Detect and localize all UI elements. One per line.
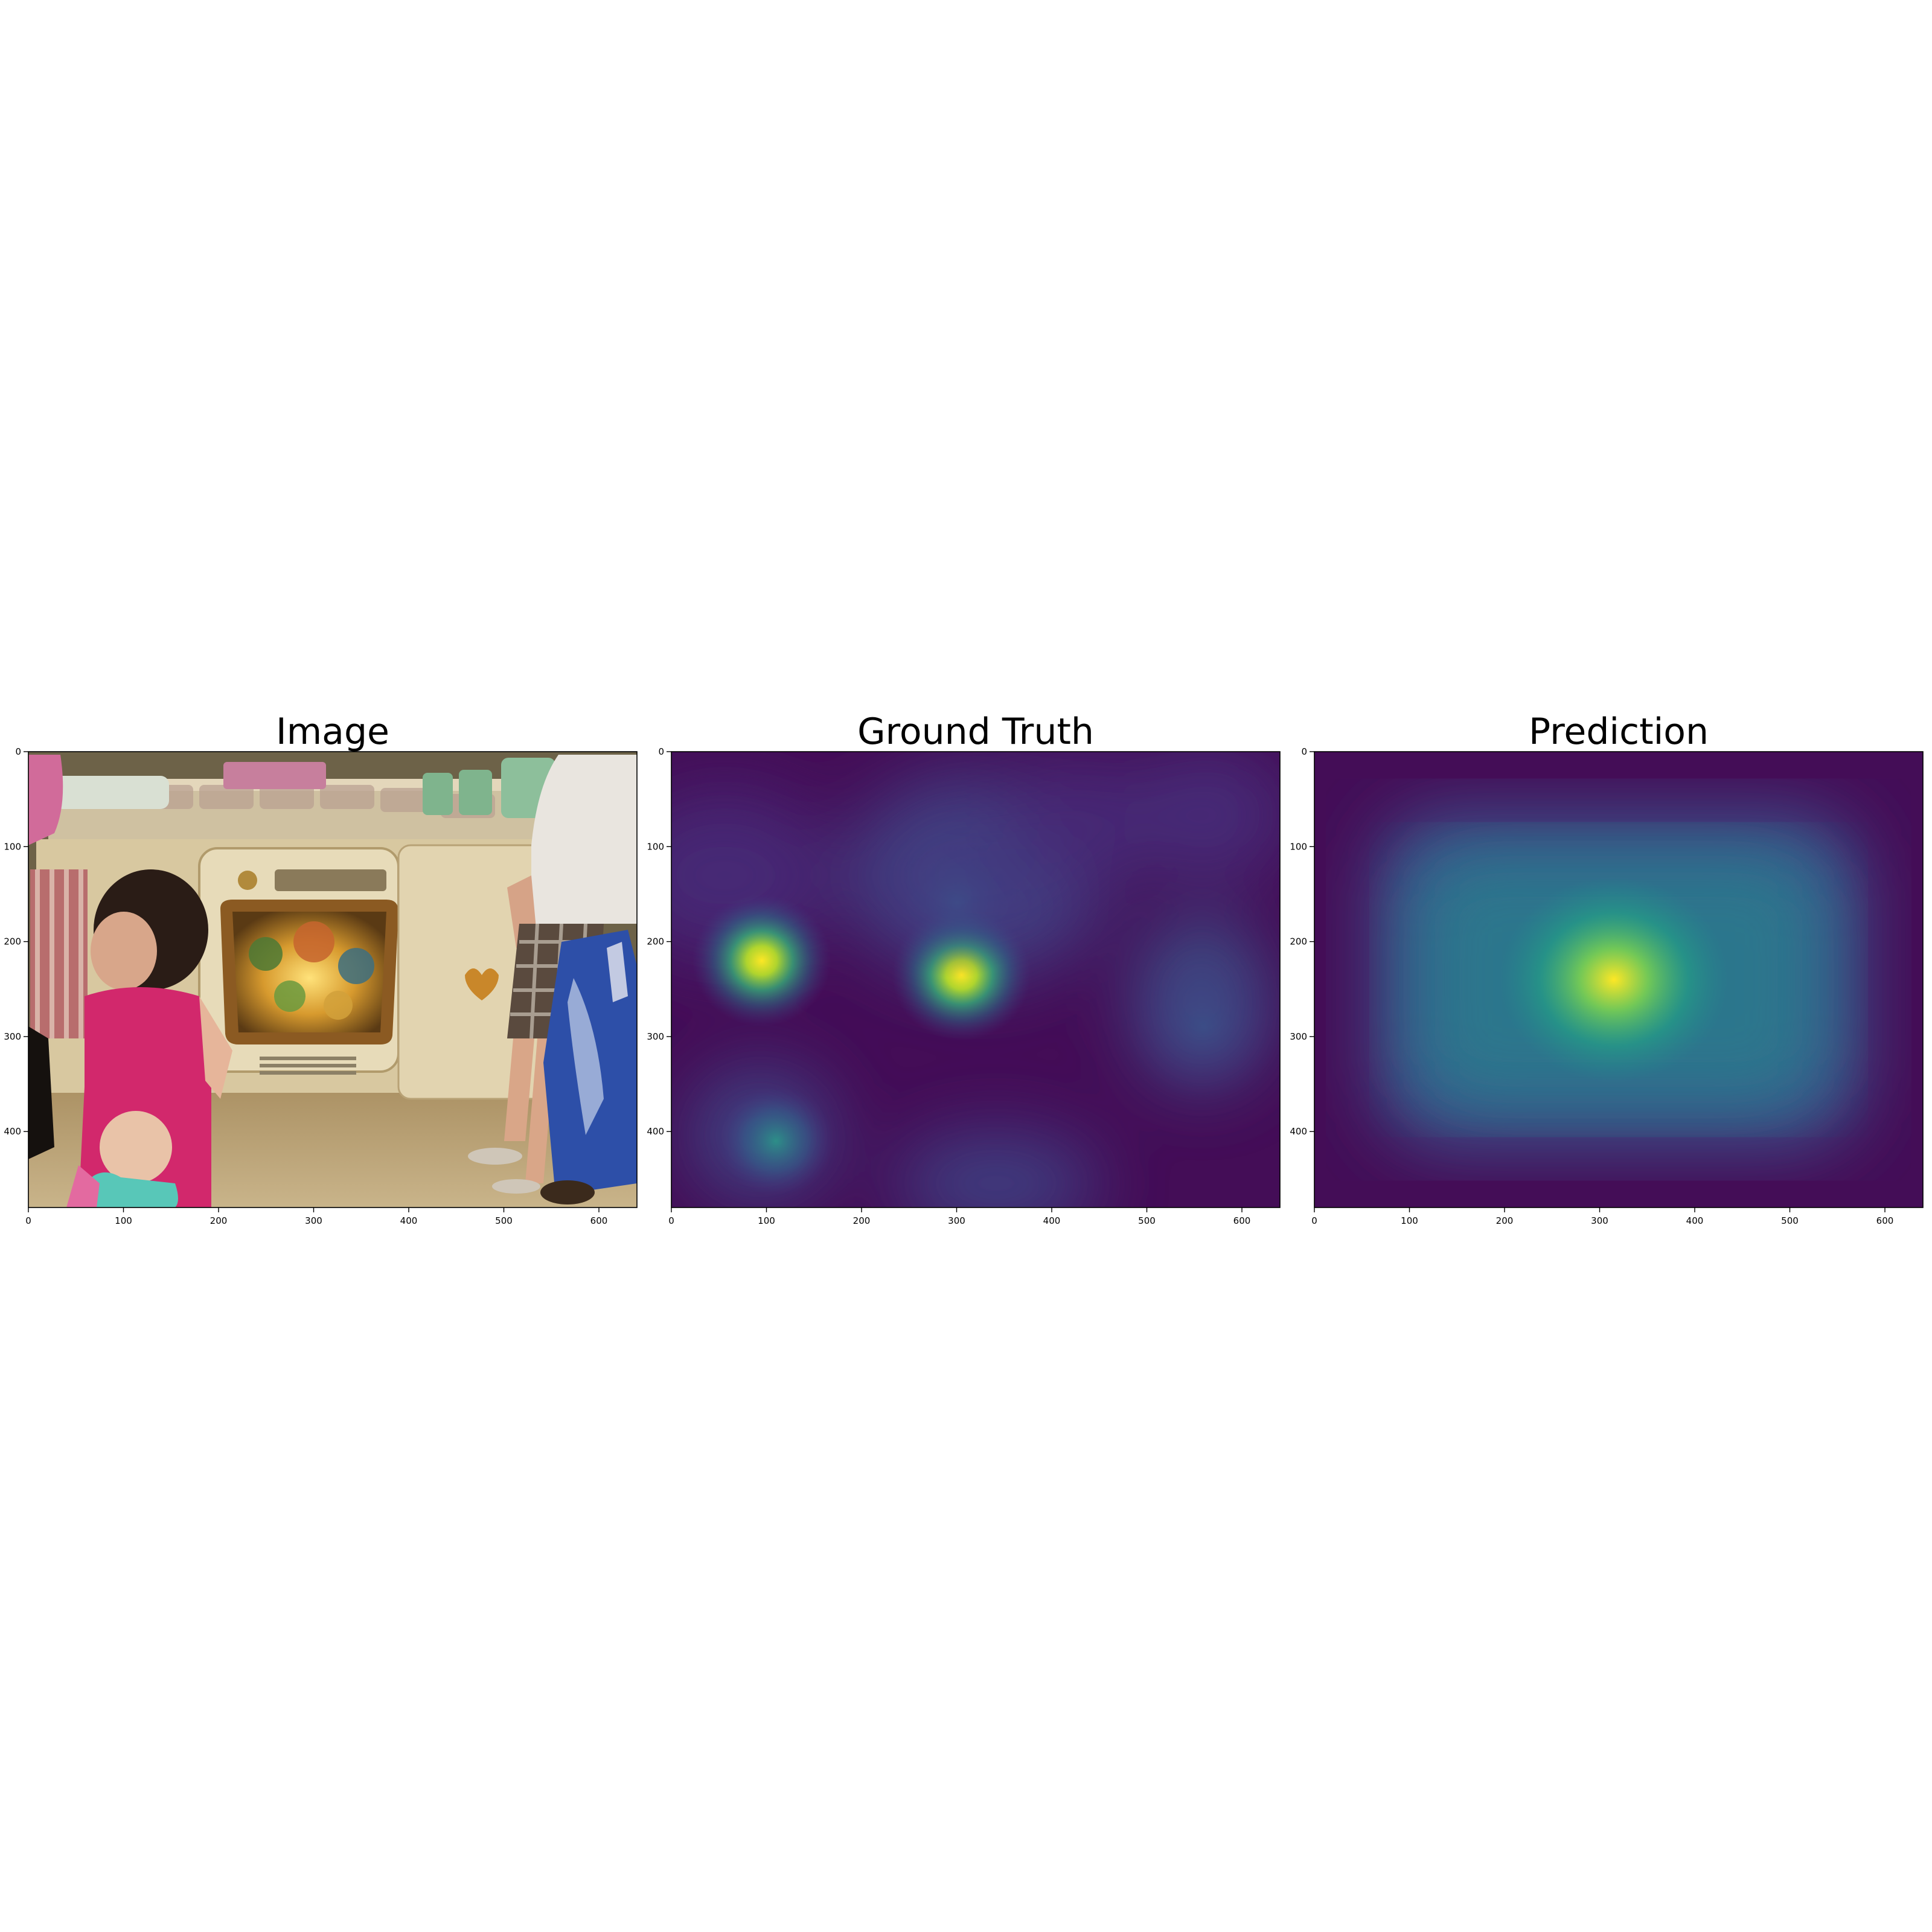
- x-tick-label: 600: [1876, 1215, 1894, 1226]
- photo-image: [28, 752, 637, 1208]
- y-tick-label: 200: [1290, 936, 1307, 947]
- prediction-peaks: [1499, 877, 1729, 1083]
- x-tick-label: 400: [1043, 1215, 1061, 1226]
- heatmap-peak: [878, 829, 1035, 979]
- y-tick-label: 0: [658, 746, 664, 757]
- heatmap-peak: [718, 1086, 834, 1196]
- heatmap-peak: [1499, 877, 1729, 1083]
- panel-prediction: Prediction 0 100 200 300 400 500 600 0 100 200 300…: [1290, 711, 1924, 1226]
- y-tick-label: 300: [1290, 1031, 1307, 1042]
- photo-axes-frame: [28, 751, 638, 1208]
- y-tick-label: 100: [647, 841, 664, 852]
- x-tick-label: 500: [1138, 1215, 1156, 1226]
- photo-axis-ticks: 0 100 200 300 400 500 600 0 100 200 300 400: [4, 746, 607, 1226]
- heatmap-peak: [1125, 952, 1280, 1102]
- ground-truth-axes-frame: [671, 751, 1281, 1208]
- panel-image: Image: [4, 711, 638, 1226]
- x-tick-label: 200: [853, 1215, 871, 1226]
- y-tick-label: 100: [4, 841, 21, 852]
- x-tick-label: 300: [948, 1215, 965, 1226]
- x-tick-label: 500: [495, 1215, 513, 1226]
- x-tick-label: 300: [305, 1215, 322, 1226]
- x-tick-label: 600: [590, 1215, 608, 1226]
- heatmap-peak: [692, 894, 831, 1027]
- prediction-heatmap: [1314, 752, 1923, 1208]
- x-tick-label: 100: [1401, 1215, 1418, 1226]
- y-tick-label: 300: [4, 1031, 21, 1042]
- y-tick-label: 0: [15, 746, 21, 757]
- y-tick-label: 400: [4, 1126, 21, 1137]
- y-tick-label: 400: [647, 1126, 664, 1137]
- y-tick-label: 0: [1301, 746, 1307, 757]
- y-tick-label: 300: [647, 1031, 664, 1042]
- panel-title-ground-truth: Ground Truth: [857, 711, 1094, 753]
- panel-ground-truth: Ground Truth 0 100 200 300 400 500 600 0 100 200 3…: [647, 711, 1281, 1226]
- x-tick-label: 300: [1591, 1215, 1608, 1226]
- prediction-axes-frame: [1314, 751, 1924, 1208]
- x-tick-label: 500: [1781, 1215, 1799, 1226]
- x-tick-label: 0: [25, 1215, 31, 1226]
- x-tick-label: 600: [1233, 1215, 1251, 1226]
- x-tick-label: 200: [210, 1215, 228, 1226]
- x-tick-label: 100: [115, 1215, 132, 1226]
- panel-title-prediction: Prediction: [1529, 711, 1709, 753]
- x-tick-label: 100: [758, 1215, 775, 1226]
- y-tick-label: 100: [1290, 841, 1307, 852]
- x-tick-label: 0: [1311, 1215, 1317, 1226]
- y-tick-label: 400: [1290, 1126, 1307, 1137]
- ground-truth-heatmap: [671, 752, 1280, 1208]
- x-tick-label: 400: [1686, 1215, 1704, 1226]
- ground-truth-peaks: [692, 829, 1280, 1196]
- y-tick-label: 200: [647, 936, 664, 947]
- y-tick-label: 200: [4, 936, 21, 947]
- ground-truth-axis-ticks: 0 100 200 300 400 500 600 0 100 200 300 400: [647, 746, 1250, 1226]
- panel-title-image: Image: [276, 711, 389, 753]
- x-tick-label: 0: [668, 1215, 674, 1226]
- x-tick-label: 400: [400, 1215, 418, 1226]
- x-tick-label: 200: [1496, 1215, 1514, 1226]
- prediction-axis-ticks: 0 100 200 300 400 500 600 0 100 200 300 400: [1290, 746, 1893, 1226]
